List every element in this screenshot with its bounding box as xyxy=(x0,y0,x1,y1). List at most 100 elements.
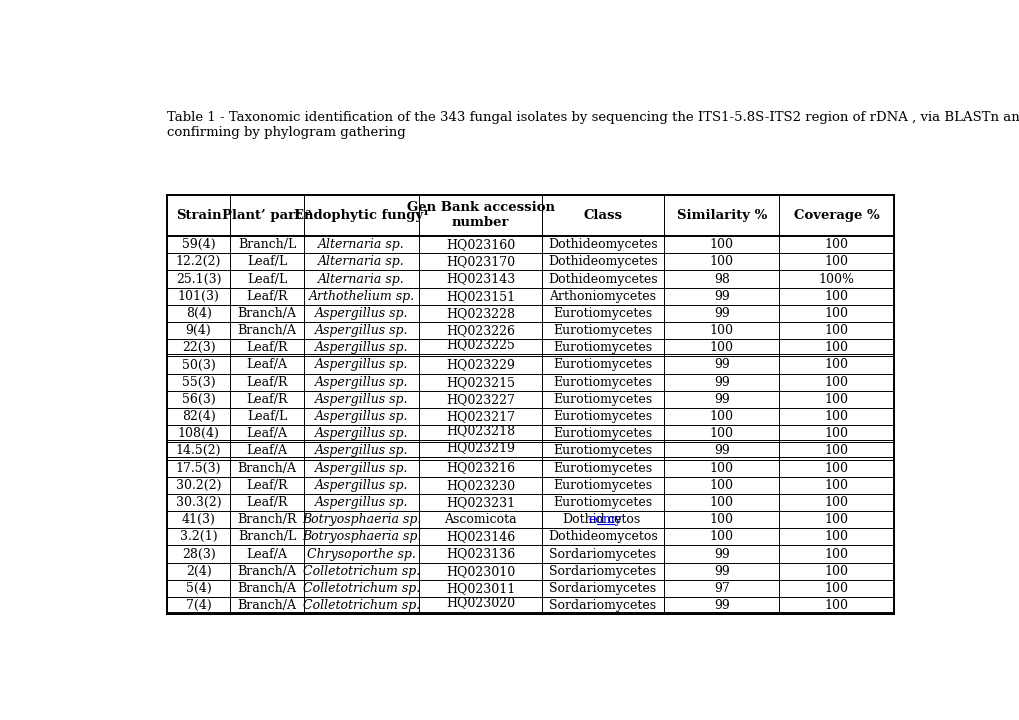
Text: 28(3): 28(3) xyxy=(181,547,215,561)
Text: HQ023011: HQ023011 xyxy=(445,582,515,595)
Text: Ascomicota: Ascomicota xyxy=(444,513,517,526)
Text: HQ023020: HQ023020 xyxy=(445,595,515,608)
Text: Gen Bank accession
number: Gen Bank accession number xyxy=(407,202,554,229)
Text: Aspergillus sp.: Aspergillus sp. xyxy=(315,496,409,509)
Text: 55(3): 55(3) xyxy=(181,376,215,389)
Text: 50(3): 50(3) xyxy=(181,359,215,372)
Text: 97: 97 xyxy=(713,582,729,595)
Text: Leaf/R: Leaf/R xyxy=(247,341,287,354)
Text: Eurotiomycetes: Eurotiomycetes xyxy=(553,479,652,492)
Text: 99: 99 xyxy=(713,376,729,389)
Text: HQ023217: HQ023217 xyxy=(445,410,515,423)
Text: 100: 100 xyxy=(824,359,848,372)
Text: Similarity %: Similarity % xyxy=(676,209,766,222)
Text: 2(4): 2(4) xyxy=(185,564,211,577)
Text: Sordariomycetes: Sordariomycetes xyxy=(549,564,656,577)
Text: 59(4): 59(4) xyxy=(181,238,215,251)
Text: Branch/A: Branch/A xyxy=(237,324,297,337)
Text: 5(4): 5(4) xyxy=(185,582,211,595)
Text: Aspergillus sp.: Aspergillus sp. xyxy=(315,410,409,423)
Text: 99: 99 xyxy=(713,444,729,457)
Text: HQ023010: HQ023010 xyxy=(445,564,515,577)
Text: 100: 100 xyxy=(709,341,733,354)
Text: 99: 99 xyxy=(713,359,729,372)
Text: HQ023228: HQ023228 xyxy=(445,307,515,320)
Text: Endophytic fungy¹: Endophytic fungy¹ xyxy=(294,209,429,222)
Text: Leaf/A: Leaf/A xyxy=(247,359,287,372)
Text: Aspergillus sp.: Aspergillus sp. xyxy=(315,324,409,337)
Text: 100: 100 xyxy=(824,462,848,474)
Text: 100: 100 xyxy=(709,256,733,269)
Text: 17.5(3): 17.5(3) xyxy=(175,462,221,474)
Text: 101(3): 101(3) xyxy=(177,289,219,302)
Text: 56(3): 56(3) xyxy=(181,393,215,406)
Text: 41(3): 41(3) xyxy=(181,513,215,526)
Text: 100: 100 xyxy=(709,324,733,337)
Text: 25.1(3): 25.1(3) xyxy=(175,273,221,286)
Text: eomy: eomy xyxy=(588,513,622,526)
Text: Dothideomycetos: Dothideomycetos xyxy=(547,531,657,544)
Text: Aspergillus sp.: Aspergillus sp. xyxy=(315,307,409,320)
Text: 14.5(2): 14.5(2) xyxy=(175,444,221,457)
Text: Aspergillus sp.: Aspergillus sp. xyxy=(315,462,409,474)
Text: Dothideomycetes: Dothideomycetes xyxy=(547,273,657,286)
Text: 100: 100 xyxy=(824,479,848,492)
Text: HQ023216: HQ023216 xyxy=(445,462,515,474)
Text: 100: 100 xyxy=(709,238,733,251)
Text: Class: Class xyxy=(583,209,622,222)
Text: HQ023215: HQ023215 xyxy=(445,376,515,389)
Text: cetos: cetos xyxy=(607,513,640,526)
Text: 99: 99 xyxy=(713,599,729,612)
Text: Table 1 - Taxonomic identification of the 343 fungal isolates by sequencing the : Table 1 - Taxonomic identification of th… xyxy=(167,112,1019,140)
Text: Leaf/A: Leaf/A xyxy=(247,427,287,440)
Text: 100: 100 xyxy=(824,289,848,302)
Text: Leaf/R: Leaf/R xyxy=(247,376,287,389)
Text: 99: 99 xyxy=(713,289,729,302)
Text: 100: 100 xyxy=(824,324,848,337)
Text: Aspergillus sp.: Aspergillus sp. xyxy=(315,427,409,440)
Text: Sordariomycetes: Sordariomycetes xyxy=(549,599,656,612)
Text: HQ023146: HQ023146 xyxy=(445,531,515,544)
Text: 100: 100 xyxy=(709,427,733,440)
Text: 7(4): 7(4) xyxy=(185,599,211,612)
Text: Sordariomycetes: Sordariomycetes xyxy=(549,582,656,595)
Text: Alternaria sp.: Alternaria sp. xyxy=(318,256,405,269)
Text: HQ023231: HQ023231 xyxy=(445,496,515,509)
Text: Colletotrichum sp.: Colletotrichum sp. xyxy=(303,582,420,595)
Text: Leaf/R: Leaf/R xyxy=(247,496,287,509)
Text: 100: 100 xyxy=(824,376,848,389)
Text: 98: 98 xyxy=(713,273,729,286)
Text: 99: 99 xyxy=(713,547,729,561)
Text: 100: 100 xyxy=(824,547,848,561)
Text: 12.2(2): 12.2(2) xyxy=(175,256,221,269)
Text: Leaf/L: Leaf/L xyxy=(247,410,287,423)
Text: HQ023170: HQ023170 xyxy=(445,256,515,269)
Text: HQ023143: HQ023143 xyxy=(445,273,515,286)
Text: HQ023151: HQ023151 xyxy=(445,289,515,302)
Text: Branch/A: Branch/A xyxy=(237,462,297,474)
Text: Leaf/A: Leaf/A xyxy=(247,444,287,457)
Text: Arthoniomycetes: Arthoniomycetes xyxy=(549,289,656,302)
Text: 100: 100 xyxy=(709,496,733,509)
Text: Plant’ part ²: Plant’ part ² xyxy=(222,209,312,222)
Text: Aspergillus sp.: Aspergillus sp. xyxy=(315,444,409,457)
Text: 9(4): 9(4) xyxy=(185,324,211,337)
Text: 100: 100 xyxy=(824,427,848,440)
Text: Eurotiomycetes: Eurotiomycetes xyxy=(553,359,652,372)
Text: Colletotrichum sp.: Colletotrichum sp. xyxy=(303,599,420,612)
Text: Eurotiomycetes: Eurotiomycetes xyxy=(553,307,652,320)
Text: Branch/L: Branch/L xyxy=(237,531,297,544)
Text: Dothideomycetes: Dothideomycetes xyxy=(547,256,657,269)
Text: Eurotiomycetes: Eurotiomycetes xyxy=(553,444,652,457)
Text: Aspergillus sp.: Aspergillus sp. xyxy=(315,359,409,372)
Text: 82(4): 82(4) xyxy=(181,410,215,423)
Text: Branch/A: Branch/A xyxy=(237,564,297,577)
Text: Strain: Strain xyxy=(175,209,221,222)
Text: 100: 100 xyxy=(824,531,848,544)
Text: Eurotiomycetes: Eurotiomycetes xyxy=(553,462,652,474)
Text: 100: 100 xyxy=(824,256,848,269)
Text: Aspergillus sp.: Aspergillus sp. xyxy=(315,376,409,389)
Text: 108(4): 108(4) xyxy=(177,427,219,440)
Text: 100: 100 xyxy=(824,599,848,612)
Text: Arthothelium sp.: Arthothelium sp. xyxy=(309,289,415,302)
